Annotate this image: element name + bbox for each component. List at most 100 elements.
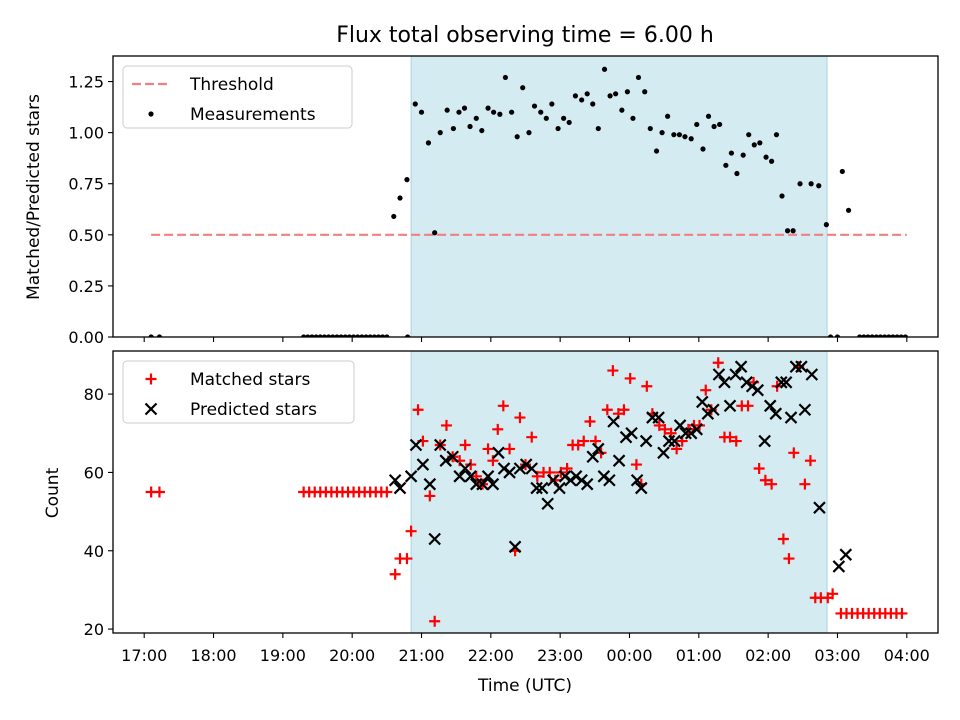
measurements-point <box>688 136 694 142</box>
legend-label: Threshold <box>189 75 274 95</box>
y-tick-label: 0.00 <box>68 328 104 347</box>
measurements-point <box>773 132 780 138</box>
predicted-stars-point <box>592 442 605 456</box>
matched-stars-point <box>526 431 538 443</box>
matched-stars-point <box>766 478 778 490</box>
predicted-stars-point <box>718 376 731 389</box>
matched-stars-point <box>482 443 494 455</box>
predicted-stars-point <box>779 376 793 389</box>
legend: Threshold Measurements <box>122 65 353 129</box>
measurements-point <box>450 125 456 132</box>
y-tick-label: 20 <box>84 620 104 639</box>
predicted-stars-point <box>481 470 495 483</box>
matched-stars-point <box>429 615 441 627</box>
measurements-point <box>520 85 526 91</box>
x-tick-label: 01:00 <box>676 646 722 665</box>
matched-stars-point <box>624 372 636 384</box>
predicted-stars-point <box>769 407 783 420</box>
measurements-point <box>624 89 631 95</box>
measurements-point <box>479 127 485 134</box>
measurements-point <box>561 115 567 121</box>
measurements-point <box>808 181 814 187</box>
predicted-stars-point <box>798 403 812 417</box>
chart-title: Flux total observing time = 6.00 h <box>336 23 714 48</box>
measurements-point <box>728 150 735 156</box>
measurements-point <box>461 105 468 111</box>
x-axis-label: Time (UTC) <box>477 676 572 696</box>
predicted-stars-point <box>652 411 665 424</box>
measurements-point <box>485 105 491 111</box>
measurements-point <box>784 228 791 234</box>
predicted-stars-point <box>696 395 709 409</box>
matched-stars-point <box>578 435 590 447</box>
measurements-point <box>740 152 746 158</box>
measurements-point <box>619 107 625 113</box>
predicted-stars-point <box>433 438 447 452</box>
x-tick-label: 17:00 <box>121 646 167 665</box>
predicted-stars-point <box>508 540 522 554</box>
measurements-point <box>797 181 803 187</box>
predicted-stars-point <box>707 403 720 417</box>
measurements-point <box>538 109 544 115</box>
x-tick-label: 00:00 <box>606 646 652 665</box>
count-panel: 20 40 60 80 17:00 18:00 19:00 20:00 21:00 22:00 23… <box>84 350 939 665</box>
measurements-point <box>491 109 497 115</box>
measurements-point <box>412 101 418 107</box>
matched-stars-point <box>389 568 401 580</box>
data-layer <box>145 357 908 627</box>
measurements-point <box>642 89 648 95</box>
legend-swatch-measurements <box>148 111 154 117</box>
matched-stars-point <box>653 419 665 431</box>
predicted-stars-point <box>763 399 777 413</box>
predicted-stars-point <box>513 462 527 475</box>
measurements-point <box>717 121 723 128</box>
predicted-stars-point <box>423 477 437 491</box>
measurements-point <box>635 74 642 81</box>
measurements-point <box>514 134 520 140</box>
predicted-stars-point <box>580 477 594 491</box>
predicted-stars-point <box>503 466 516 479</box>
measurements-point <box>572 93 579 99</box>
measurements-point <box>601 66 608 72</box>
predicted-stars-point <box>453 470 466 483</box>
matched-stars-point <box>492 423 504 435</box>
measurements-point <box>437 130 443 136</box>
measurements-point <box>700 146 706 152</box>
predicted-stars-point <box>519 458 533 471</box>
y-tick-label: 0.50 <box>68 226 104 245</box>
matched-stars-point <box>381 486 393 498</box>
y-tick-label: 1.00 <box>68 124 104 143</box>
measurements-point <box>425 140 432 146</box>
matched-stars-point <box>730 435 742 447</box>
predicted-stars-point <box>546 473 560 487</box>
measurements-point <box>444 107 450 113</box>
matched-stars-point <box>788 447 800 459</box>
measurements-point <box>723 162 729 168</box>
predicted-stars-point <box>464 470 478 483</box>
predicted-stars-point <box>673 419 687 432</box>
measurements-point <box>757 140 763 146</box>
measurements-point <box>746 132 752 138</box>
y-tick-label: 60 <box>84 463 104 482</box>
predicted-stars-point <box>712 368 726 381</box>
observing-window-shade <box>410 350 828 634</box>
predicted-stars-point <box>439 454 453 467</box>
measurements-point <box>694 121 700 128</box>
axes-frame <box>112 350 939 634</box>
predicted-stars-point <box>446 450 459 464</box>
predicted-stars-point <box>388 473 402 487</box>
matched-stars-point <box>514 412 526 424</box>
measurements-point <box>467 123 473 130</box>
y-axis-label-count: Count <box>43 467 63 518</box>
predicted-stars-point <box>813 501 826 514</box>
measurements-point <box>653 148 660 154</box>
matched-stars-point <box>607 365 619 377</box>
x-tick-label: 04:00 <box>884 646 930 665</box>
predicted-stars-point <box>723 399 737 413</box>
predicted-stars-point <box>701 407 715 420</box>
measurements-point <box>734 170 740 177</box>
measurements-point <box>404 177 410 183</box>
measurements-point <box>779 193 785 199</box>
matched-stars-point <box>759 474 771 486</box>
predicted-stars-point <box>564 473 577 487</box>
